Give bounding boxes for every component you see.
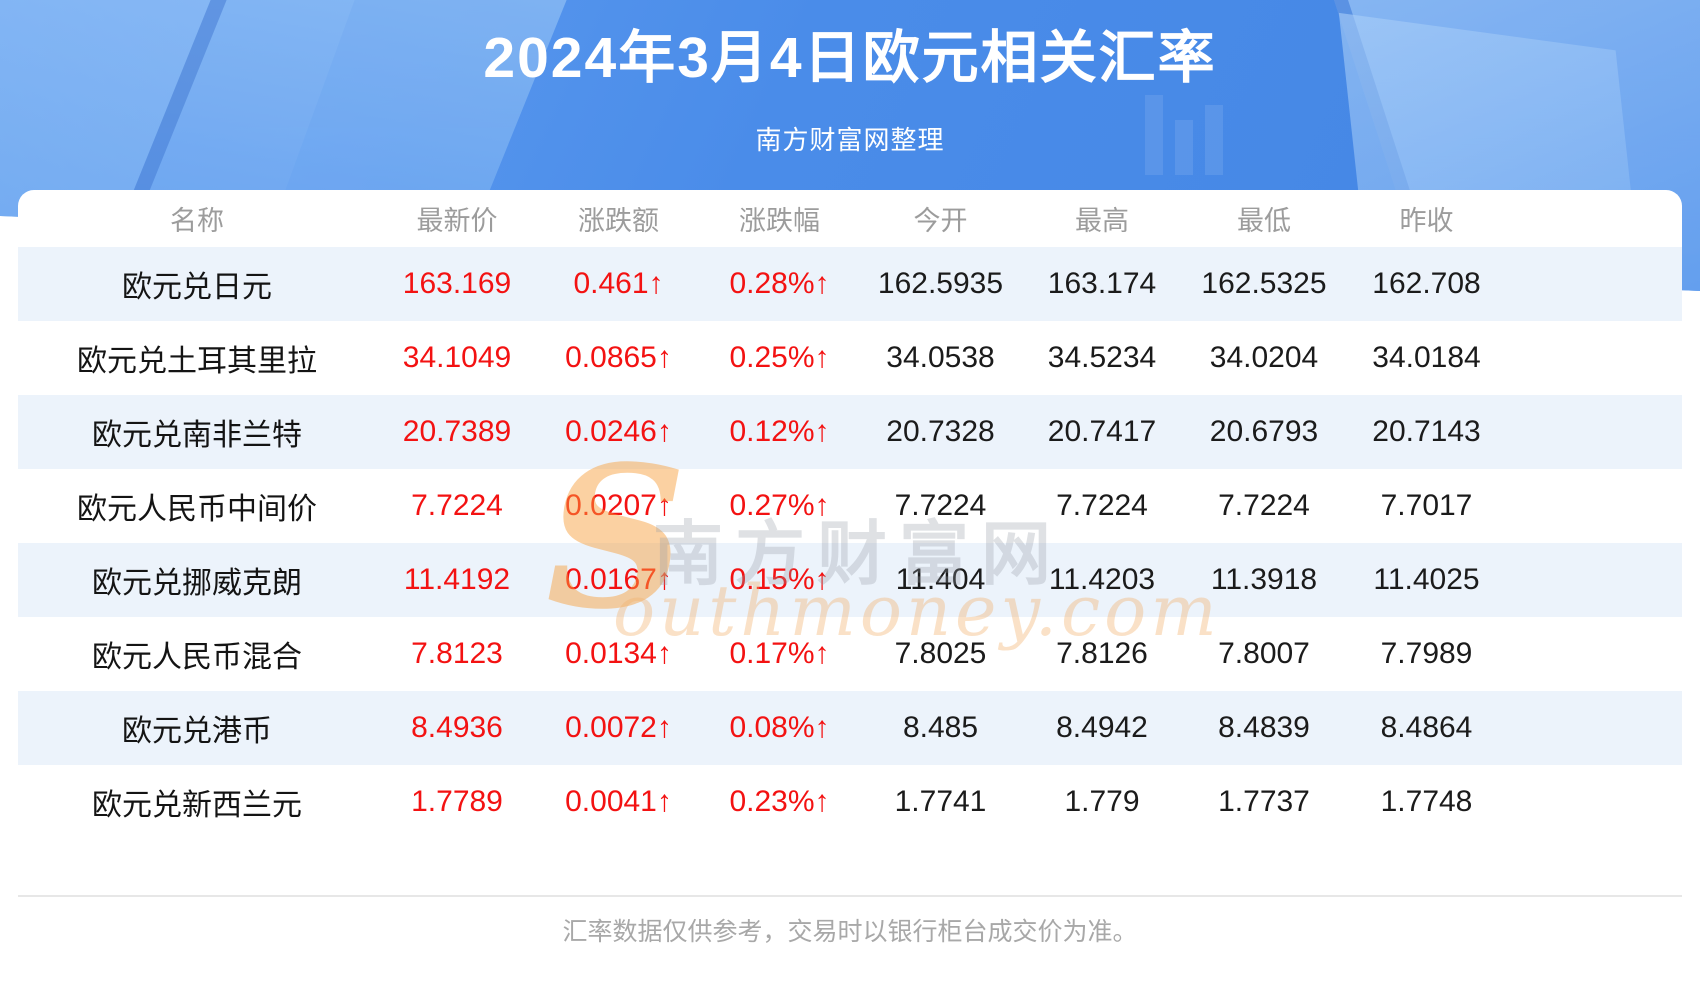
value-cell: 20.7328 xyxy=(886,415,995,448)
pair-name-cell: 欧元兑日元 xyxy=(122,271,272,304)
value-cell: 8.4864 xyxy=(1380,711,1473,744)
value-cell: 34.5234 xyxy=(1047,341,1157,374)
value-cell: 8.485 xyxy=(902,711,979,744)
value-cell-up: 11.4192 xyxy=(403,563,511,596)
value-cell-up: 0.0865↑ xyxy=(565,341,672,374)
value-cell: 1.7741 xyxy=(894,785,987,818)
value-cell: 7.8126 xyxy=(1056,637,1148,670)
value-cell-up: 0.461↑ xyxy=(573,267,664,300)
rates-table-card: 名称 最新价 涨跌额 涨跌幅 今开 最高 最低 昨收 欧元兑日元 163.169 0.461↑ 0.… xyxy=(18,190,1682,839)
spacer-cell xyxy=(1508,765,1682,839)
column-header-4: 涨跌幅 xyxy=(739,206,820,236)
spacer-cell xyxy=(1508,691,1682,765)
pair-name-cell: 欧元兑港币 xyxy=(122,715,272,748)
pair-name-cell: 欧元兑挪威克朗 xyxy=(92,567,302,600)
column-header-2: 最新价 xyxy=(416,206,498,236)
hero-faint-chart-bar xyxy=(1175,120,1193,175)
spacer-cell xyxy=(1508,395,1682,469)
value-cell: 7.7224 xyxy=(1218,489,1310,522)
column-header-3: 涨跌额 xyxy=(578,206,659,236)
value-cell: 7.7224 xyxy=(1056,489,1148,522)
value-cell: 8.4839 xyxy=(1218,711,1310,744)
value-cell-up: 0.0041↑ xyxy=(565,785,672,818)
table-row: 欧元人民币中间价 7.7224 0.0207↑ 0.27%↑ 7.7224 7.7224 7… xyxy=(18,469,1682,543)
value-cell-up: 0.0072↑ xyxy=(565,711,672,744)
value-cell-up: 0.25%↑ xyxy=(729,341,830,374)
column-header-8: 昨收 xyxy=(1399,206,1454,236)
value-cell-up: 0.28%↑ xyxy=(729,267,830,300)
table-row: 欧元人民币混合 7.8123 0.0134↑ 0.17%↑ 7.8025 7.8126 7.… xyxy=(18,617,1682,691)
value-cell: 20.7143 xyxy=(1372,415,1481,448)
value-cell-up: 0.0167↑ xyxy=(565,563,672,596)
value-cell: 7.8007 xyxy=(1218,637,1310,670)
hero-faint-chart-bar xyxy=(1205,105,1223,175)
pair-name-cell: 欧元人民币中间价 xyxy=(77,493,317,526)
rates-table-head-row: 名称 最新价 涨跌额 涨跌幅 今开 最高 最低 昨收 xyxy=(18,190,1682,247)
value-cell-up: 0.17%↑ xyxy=(729,637,830,670)
value-cell: 7.7224 xyxy=(894,489,987,522)
table-row: 欧元兑新西兰元 1.7789 0.0041↑ 0.23%↑ 1.7741 1.779 1.7… xyxy=(18,765,1682,839)
column-header-5: 今开 xyxy=(913,206,968,236)
value-cell: 7.8025 xyxy=(894,637,987,670)
value-cell: 1.779 xyxy=(1064,785,1140,818)
page-subtitle: 南方财富网整理 xyxy=(755,125,945,156)
value-cell-up: 7.8123 xyxy=(411,637,503,670)
spacer-cell xyxy=(1508,321,1682,395)
value-cell: 11.404 xyxy=(895,563,986,596)
value-cell-up: 7.7224 xyxy=(411,489,503,522)
footer-divider xyxy=(18,895,1682,897)
pair-name-cell: 欧元兑土耳其里拉 xyxy=(77,345,317,378)
value-cell: 11.3918 xyxy=(1210,563,1318,596)
value-cell-up: 0.0246↑ xyxy=(565,415,672,448)
value-cell-up: 0.12%↑ xyxy=(729,415,830,448)
pair-name-cell: 欧元兑新西兰元 xyxy=(92,789,302,822)
value-cell-up: 0.15%↑ xyxy=(729,563,830,596)
value-cell: 20.7417 xyxy=(1047,415,1157,448)
value-cell: 34.0204 xyxy=(1209,341,1319,374)
value-cell-up: 1.7789 xyxy=(411,785,503,818)
table-row: 欧元兑土耳其里拉 34.1049 0.0865↑ 0.25%↑ 34.0538 34.52… xyxy=(18,321,1682,395)
column-header-7: 最低 xyxy=(1237,206,1291,236)
spacer-cell xyxy=(1508,543,1682,617)
value-cell-up: 0.0134↑ xyxy=(565,637,672,670)
value-cell-up: 0.23%↑ xyxy=(729,785,830,818)
value-cell: 162.708 xyxy=(1372,267,1481,300)
disclaimer-text: 汇率数据仅供参考，交易时以银行柜台成交价为准。 xyxy=(562,918,1138,946)
spacer-cell xyxy=(1508,469,1682,543)
table-row: 欧元兑南非兰特 20.7389 0.0246↑ 0.12%↑ 20.7328 20.741… xyxy=(18,395,1682,469)
rates-table: 名称 最新价 涨跌额 涨跌幅 今开 最高 最低 昨收 欧元兑日元 163.169 0.461↑ 0.… xyxy=(18,190,1682,839)
value-cell: 34.0184 xyxy=(1372,341,1481,374)
value-cell: 11.4025 xyxy=(1373,563,1480,596)
spacer-cell xyxy=(1508,247,1682,321)
value-cell-up: 0.08%↑ xyxy=(729,711,830,744)
value-cell-up: 20.7389 xyxy=(402,415,512,448)
table-row: 欧元兑日元 163.169 0.461↑ 0.28%↑ 162.5935 163.174 1… xyxy=(18,247,1682,321)
spacer-cell xyxy=(1508,617,1682,691)
value-cell: 1.7737 xyxy=(1218,785,1310,818)
hero-faint-chart-bar xyxy=(1145,95,1163,175)
pair-name-cell: 欧元人民币混合 xyxy=(92,641,302,674)
value-cell: 7.7017 xyxy=(1380,489,1473,522)
value-cell-up: 8.4936 xyxy=(411,711,503,744)
value-cell-up: 163.169 xyxy=(402,267,512,300)
value-cell-up: 0.27%↑ xyxy=(729,489,830,522)
table-row: 欧元兑挪威克朗 11.4192 0.0167↑ 0.15%↑ 11.404 11.4203… xyxy=(18,543,1682,617)
value-cell: 1.7748 xyxy=(1380,785,1473,818)
value-cell: 20.6793 xyxy=(1209,415,1319,448)
value-cell: 163.174 xyxy=(1047,267,1157,300)
table-row: 欧元兑港币 8.4936 0.0072↑ 0.08%↑ 8.485 8.4942 8.483… xyxy=(18,691,1682,765)
value-cell: 162.5935 xyxy=(877,267,1004,300)
column-header-1: 名称 xyxy=(170,206,224,236)
column-header-6: 最高 xyxy=(1075,206,1129,236)
value-cell-up: 34.1049 xyxy=(402,341,512,374)
value-cell-up: 0.0207↑ xyxy=(565,489,672,522)
pair-name-cell: 欧元兑南非兰特 xyxy=(92,419,302,452)
value-cell: 7.7989 xyxy=(1380,637,1473,670)
value-cell: 8.4942 xyxy=(1056,711,1148,744)
column-header-spacer xyxy=(1508,190,1682,247)
page-title: 2024年3月4日欧元相关汇率 xyxy=(483,26,1217,90)
value-cell: 11.4203 xyxy=(1048,563,1156,596)
value-cell: 34.0538 xyxy=(886,341,995,374)
value-cell: 162.5325 xyxy=(1201,267,1327,300)
